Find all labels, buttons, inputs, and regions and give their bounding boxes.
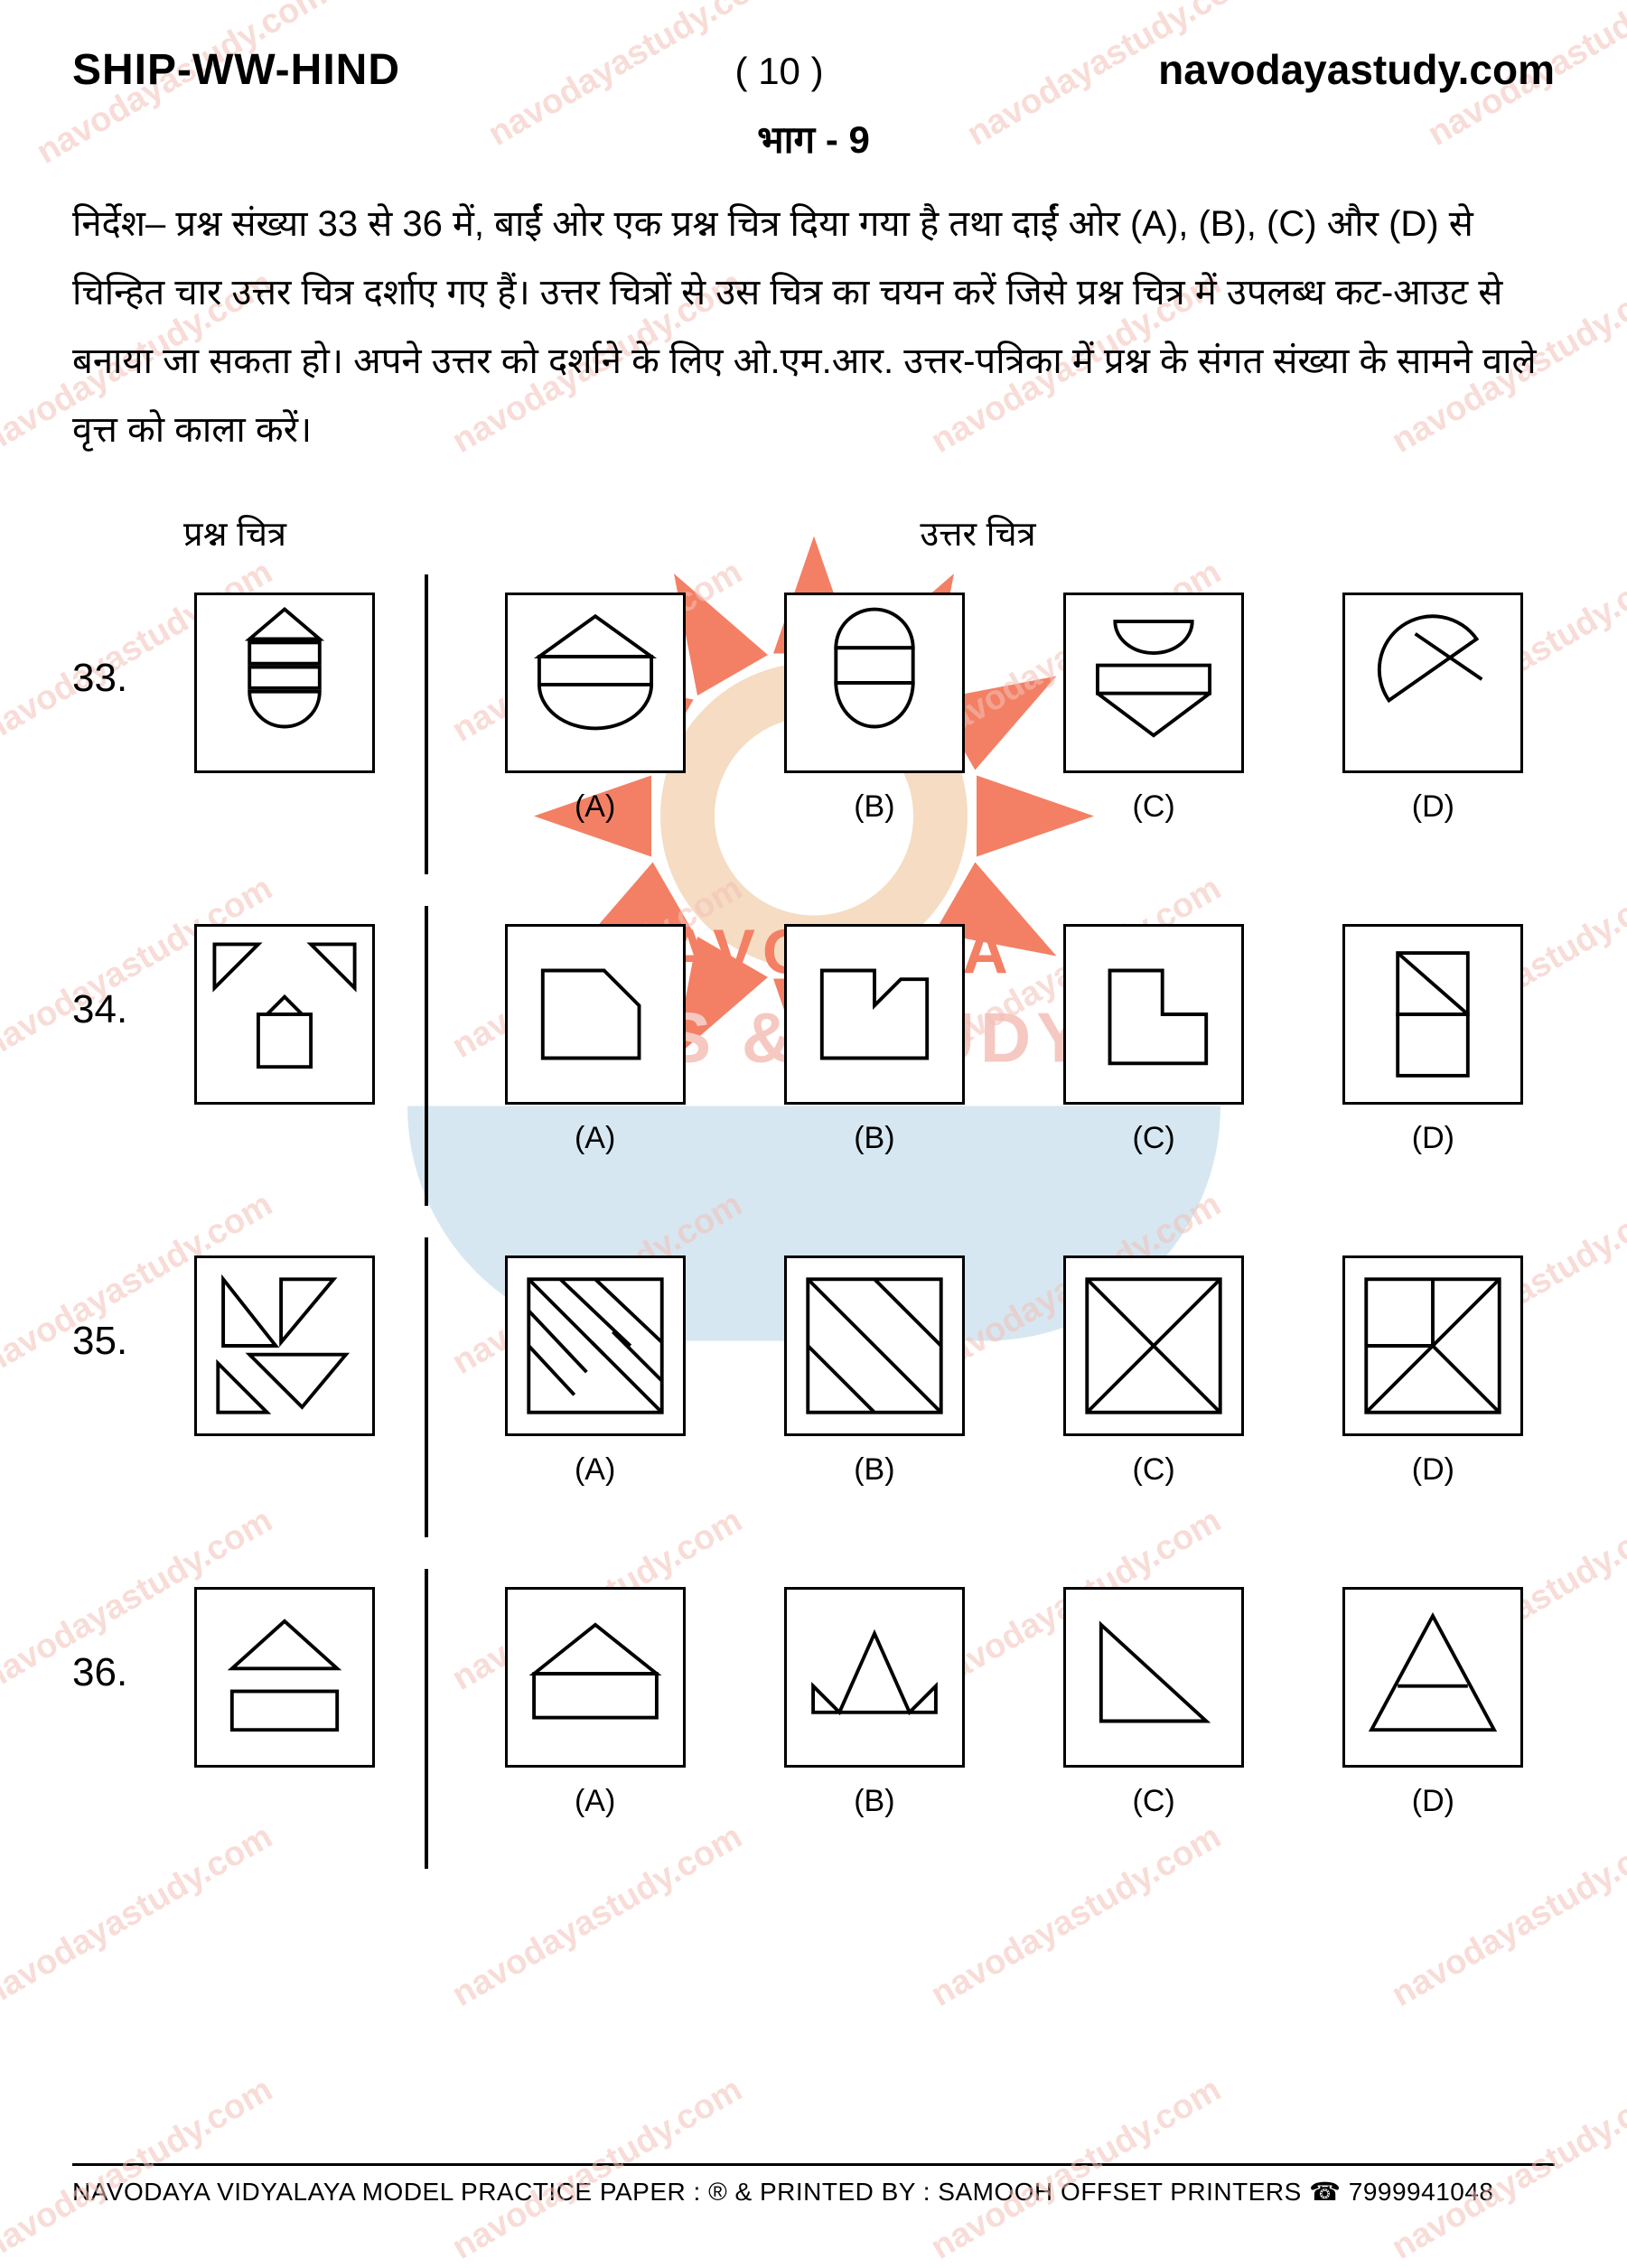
question-figure-33	[194, 593, 375, 773]
instructions-text: निर्देश– प्रश्न संख्या 33 से 36 में, बाई…	[72, 190, 1555, 464]
question-figure-36	[194, 1587, 375, 1768]
question-figure-34	[194, 924, 375, 1105]
option-34-A[interactable]: (A)	[505, 924, 686, 1156]
option-34-D[interactable]: (D)	[1342, 924, 1523, 1156]
option-35-B[interactable]: (B)	[784, 1255, 965, 1488]
option-33-D[interactable]: (D)	[1342, 593, 1523, 825]
header-page-number: ( 10 )	[735, 50, 824, 93]
option-label: (D)	[1412, 789, 1454, 825]
option-34-B[interactable]: (B)	[784, 924, 965, 1156]
question-number: 36.	[72, 1587, 172, 1695]
section-title: भाग - 9	[72, 113, 1555, 164]
option-label: (B)	[854, 789, 894, 825]
question-row-35: 35. (A)	[72, 1255, 1555, 1488]
question-row-34: 34. (A)	[72, 924, 1555, 1156]
option-33-C[interactable]: (C)	[1063, 593, 1244, 825]
option-label: (A)	[575, 1784, 615, 1819]
option-label: (B)	[854, 1784, 894, 1819]
label-answer-figure: उत्तर चित्र	[401, 509, 1555, 556]
option-33-B[interactable]: (B)	[784, 593, 965, 825]
page-footer: NAVODAYA VIDYALAYA MODEL PRACTICE PAPER …	[72, 2163, 1555, 2207]
option-36-D[interactable]: (D)	[1342, 1587, 1523, 1819]
question-row-33: 33. (A)	[72, 593, 1555, 825]
question-row-36: 36. (A) (B)	[72, 1587, 1555, 1819]
option-33-A[interactable]: (A)	[505, 593, 686, 825]
option-label: (C)	[1133, 789, 1175, 825]
question-number: 33.	[72, 593, 172, 701]
option-label: (B)	[854, 1121, 894, 1156]
watermark-text: navodayastudy.com	[1386, 1817, 1627, 2015]
option-34-C[interactable]: (C)	[1063, 924, 1244, 1156]
option-label: (C)	[1133, 1452, 1175, 1488]
page-header: SHIP-WW-HIND ( 10 ) navodayastudy.com	[72, 45, 1555, 95]
option-label: (C)	[1133, 1121, 1175, 1156]
label-question-figure: प्रश्न चित्र	[72, 509, 397, 556]
option-label: (C)	[1133, 1784, 1175, 1819]
header-left: SHIP-WW-HIND	[72, 45, 400, 95]
option-35-D[interactable]: (D)	[1342, 1255, 1523, 1488]
option-label: (A)	[575, 1452, 615, 1488]
option-36-A[interactable]: (A)	[505, 1587, 686, 1819]
option-35-A[interactable]: (A)	[505, 1255, 686, 1488]
watermark-text: navodayastudy.com	[925, 1817, 1228, 2015]
header-right: navodayastudy.com	[1158, 45, 1555, 94]
option-label: (B)	[854, 1452, 894, 1488]
option-label: (A)	[575, 789, 615, 825]
question-number: 34.	[72, 924, 172, 1032]
option-35-C[interactable]: (C)	[1063, 1255, 1244, 1488]
question-figure-35	[194, 1255, 375, 1436]
column-labels: प्रश्न चित्र उत्तर चित्र	[72, 509, 1555, 556]
option-36-B[interactable]: (B)	[784, 1587, 965, 1819]
watermark-text: navodayastudy.com	[446, 1817, 749, 2015]
option-label: (A)	[575, 1121, 615, 1156]
option-label: (D)	[1412, 1784, 1454, 1819]
watermark-text: navodayastudy.com	[0, 1817, 279, 2015]
option-36-C[interactable]: (C)	[1063, 1587, 1244, 1819]
question-number: 35.	[72, 1255, 172, 1364]
option-label: (D)	[1412, 1452, 1454, 1488]
option-label: (D)	[1412, 1121, 1454, 1156]
